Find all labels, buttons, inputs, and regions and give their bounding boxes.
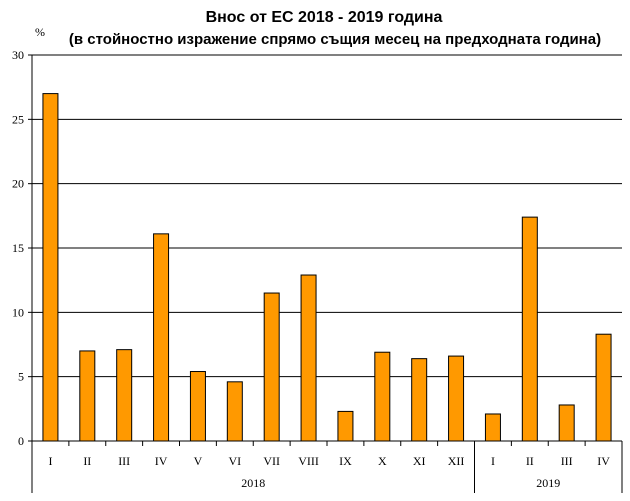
y-tick-label: 5 <box>18 370 24 384</box>
x-tick-label: I <box>491 454 495 468</box>
bar <box>300 274 317 442</box>
x-tick-label: VIII <box>298 454 319 468</box>
group-label: 2019 <box>536 476 560 490</box>
bar <box>521 216 538 442</box>
x-tick-label: IX <box>339 454 352 468</box>
group-label: 2018 <box>241 476 265 490</box>
x-tick-label: XII <box>448 454 465 468</box>
x-tick-label: I <box>48 454 52 468</box>
y-tick-label: 15 <box>12 241 24 255</box>
y-tick-label: 25 <box>12 112 24 126</box>
bar <box>337 410 354 442</box>
y-tick-label: 30 <box>12 48 24 62</box>
bar <box>484 413 501 442</box>
bar <box>116 349 133 442</box>
x-tick-label: V <box>194 454 203 468</box>
y-tick-label: 20 <box>12 177 24 191</box>
bar <box>263 292 280 442</box>
y-tick-label: 10 <box>12 305 24 319</box>
bar <box>595 333 612 442</box>
x-tick-label: IV <box>155 454 168 468</box>
y-axis-unit-label: % <box>35 25 45 39</box>
bar <box>558 404 575 442</box>
x-tick-label: II <box>526 454 534 468</box>
bar <box>42 93 59 442</box>
y-tick-label: 0 <box>18 434 24 448</box>
chart-subtitle: (в стойностно изражение спрямо същия мес… <box>69 31 601 48</box>
x-tick-label: XI <box>413 454 426 468</box>
x-tick-label: IV <box>597 454 610 468</box>
chart-title: Внос от ЕС 2018 - 2019 година <box>206 9 443 26</box>
x-tick-label: II <box>83 454 91 468</box>
x-tick-label: III <box>561 454 573 468</box>
x-tick-label: X <box>378 454 387 468</box>
bar <box>411 358 428 442</box>
axes <box>28 54 623 493</box>
bar <box>374 351 391 442</box>
x-tick-label: III <box>118 454 130 468</box>
bar <box>448 355 465 442</box>
x-tick-label: VII <box>263 454 280 468</box>
bar <box>226 381 243 442</box>
bar <box>189 371 206 442</box>
x-tick-label: VI <box>228 454 241 468</box>
bar <box>79 350 96 442</box>
bar <box>153 233 170 442</box>
bars <box>42 93 612 442</box>
